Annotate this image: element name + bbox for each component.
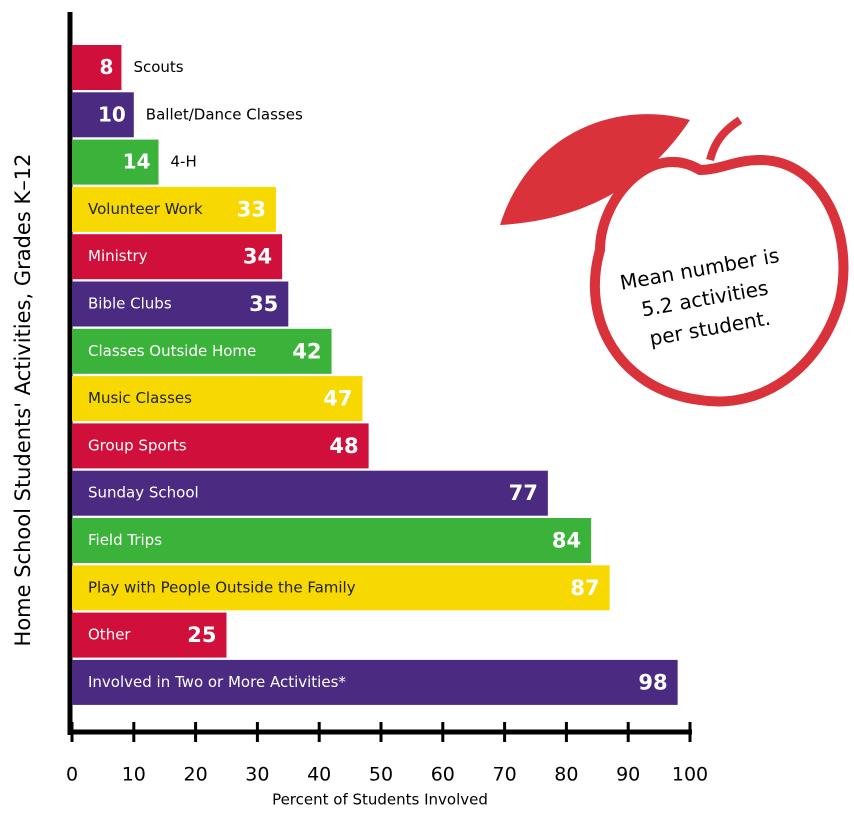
- apple-decoration: [500, 114, 849, 407]
- bar: [72, 45, 122, 90]
- x-tick-label: 70: [493, 764, 517, 786]
- x-tick-label: 90: [616, 764, 640, 786]
- category-label: Scouts: [133, 58, 183, 76]
- value-label: 77: [509, 481, 538, 505]
- value-label: 14: [123, 150, 151, 174]
- value-label: 35: [249, 292, 278, 316]
- bar: [72, 423, 369, 469]
- category-label: Play with People Outside the Family: [88, 578, 356, 596]
- bar: [72, 565, 610, 611]
- category-label: Field Trips: [88, 531, 162, 549]
- bar: [72, 518, 592, 563]
- category-label: Ballet/Dance Classes: [146, 105, 303, 123]
- value-label: 42: [292, 339, 321, 363]
- category-label: Music Classes: [88, 389, 192, 407]
- value-label: 25: [187, 623, 216, 647]
- category-label: Group Sports: [88, 436, 187, 454]
- bar: [72, 186, 276, 232]
- x-tick-label: 60: [431, 764, 455, 786]
- bar: [72, 659, 678, 705]
- category-label: 4-H: [171, 153, 197, 171]
- value-label: 87: [570, 576, 599, 600]
- x-tick-label: 80: [554, 764, 578, 786]
- bar: [72, 139, 159, 185]
- bar: [72, 328, 332, 374]
- value-label: 34: [243, 245, 272, 269]
- category-label: Ministry: [88, 247, 148, 265]
- category-label: Classes Outside Home: [88, 342, 256, 360]
- value-label: 48: [329, 434, 358, 458]
- value-label: 10: [98, 102, 126, 126]
- x-tick-label: 100: [672, 764, 708, 786]
- x-tick-label: 30: [245, 764, 269, 786]
- category-label: Bible Clubs: [88, 295, 172, 313]
- bar: [72, 376, 363, 422]
- category-label: Sunday School: [88, 484, 199, 502]
- category-label: Other: [88, 626, 131, 644]
- category-label: Involved in Two or More Activities*: [88, 673, 346, 691]
- bar: [72, 612, 227, 658]
- category-label: Volunteer Work: [88, 200, 203, 218]
- value-label: 8: [100, 55, 114, 79]
- value-label: 98: [638, 670, 667, 694]
- x-axis-title: Percent of Students Involved: [272, 791, 488, 809]
- x-tick-label: 40: [307, 764, 331, 786]
- x-tick-label: 20: [184, 764, 208, 786]
- bar: [72, 281, 289, 327]
- value-label: 33: [237, 197, 266, 221]
- x-tick-label: 10: [122, 764, 146, 786]
- x-tick-label: 0: [66, 764, 78, 786]
- bar: [72, 470, 548, 516]
- bar: [72, 234, 283, 280]
- value-label: 47: [323, 387, 352, 411]
- x-tick-label: 50: [369, 764, 393, 786]
- y-axis-title: Home School Students' Activities, Grades…: [11, 154, 35, 647]
- bar: [72, 92, 134, 138]
- value-label: 84: [552, 529, 581, 553]
